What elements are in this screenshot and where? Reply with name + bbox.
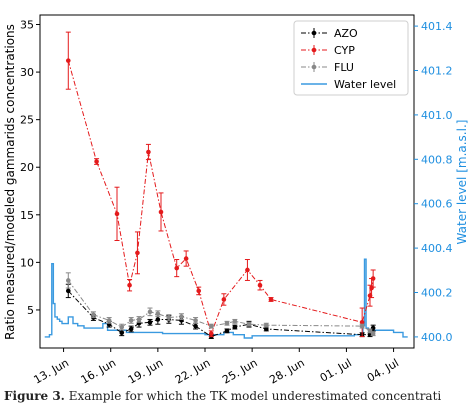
cyp-point (135, 250, 140, 256)
y-tick-label: 10 (20, 256, 34, 269)
flu-point (224, 320, 230, 326)
azo-point (193, 323, 198, 329)
flu-point (155, 311, 161, 317)
y2-tick-label: 400.2 (421, 287, 453, 300)
y2-tick-label: 400.6 (421, 198, 453, 211)
y-tick-label: 5 (27, 304, 34, 317)
legend-azo-label: AZO (334, 27, 358, 40)
flu-point (65, 278, 71, 283)
figure-caption: Figure 3. Example for which the TK model… (4, 389, 470, 410)
cyp-point (257, 282, 263, 288)
y-tick-label: 25 (20, 114, 34, 127)
y2-tick-label: 401.0 (421, 109, 453, 122)
azo-point (65, 288, 71, 294)
y-tick-label: 30 (20, 66, 34, 79)
cyp-point (370, 276, 376, 281)
y2-tick-label: 400.8 (421, 153, 453, 166)
legend-cyp-marker (311, 47, 317, 53)
flu-point (128, 318, 134, 323)
cyp-point (94, 159, 99, 164)
flu-line (67, 280, 374, 335)
legend-flu-label: FLU (334, 61, 354, 74)
x-tick-label: 04. Jul (365, 356, 401, 384)
cyp-point (146, 149, 151, 155)
cyp-point (208, 331, 214, 337)
cyp-point (359, 320, 365, 325)
legend-flu-marker (311, 64, 317, 70)
flu-point (246, 321, 252, 327)
flu-point (147, 309, 153, 315)
cyp-point (65, 58, 71, 63)
y2-tick-label: 401.4 (421, 20, 453, 33)
flu-point (106, 318, 112, 323)
cyp-point (221, 297, 227, 302)
flu-point (179, 314, 184, 319)
legend-azo-marker (311, 30, 317, 36)
y2-axis-label: Water level [m.a.s.l.] (455, 120, 469, 245)
cyp-line (67, 60, 374, 336)
caption-text: Example for which the TK model underesti… (68, 389, 442, 403)
caption-label: Figure 3. (4, 389, 65, 403)
flu-point (91, 312, 96, 318)
y2-tick-label: 400.4 (421, 242, 453, 255)
azo-point (147, 320, 153, 325)
legend-cyp-label: CYP (334, 44, 355, 57)
y-axis: 5 10 15 20 25 30 35 (20, 19, 40, 317)
flu-point (193, 318, 198, 323)
x-tick-label: 01. Jul (318, 356, 354, 384)
azo-point (128, 326, 134, 332)
cyp-point (174, 265, 180, 271)
y2-tick-label: 400.0 (421, 331, 453, 344)
cyp-point (268, 297, 274, 302)
flu-point (208, 323, 214, 329)
azo-point (155, 317, 161, 322)
x-tick-label: 16. Jun (79, 356, 119, 386)
cyp-point (196, 288, 202, 294)
legend: AZO CYP FLU Water level (293, 20, 409, 96)
chart: 400.0 400.2 400.4 400.6 400.8 401.0 401.2 401.4… (3, 14, 469, 387)
x-tick-label: 28. Jun (267, 356, 307, 386)
flu-point (359, 323, 365, 329)
plot-frame (39, 14, 415, 349)
x-axis: 13. Jun 16. Jun 19. Jun 22. Jun 25. Jun 28. J… (32, 348, 401, 387)
cyp-point (114, 211, 120, 217)
flu-point (370, 331, 376, 337)
legend-box (293, 20, 409, 96)
cyp-point (245, 267, 250, 273)
right-axis: 400.0 400.2 400.4 400.6 400.8 401.0 401.2 401.4 (414, 20, 453, 344)
cyp-point (127, 282, 132, 288)
cyp-point (183, 256, 189, 261)
x-tick-label: 13. Jun (32, 356, 72, 386)
azo-point (263, 326, 269, 332)
y2-tick-label: 401.2 (421, 65, 453, 78)
series-layer (44, 31, 408, 339)
flu-point (119, 324, 125, 330)
x-tick-label: 25. Jun (220, 356, 260, 386)
y-axis-label: Ratio measured/modeled gammarids concent… (3, 24, 17, 340)
flu-point (136, 317, 142, 322)
legend-water-level-label: Water level (334, 78, 396, 91)
y-tick-label: 15 (20, 209, 34, 222)
y-tick-label: 20 (20, 161, 34, 174)
azo-point (232, 324, 238, 330)
flu-point (232, 319, 238, 324)
y-tick-label: 35 (20, 19, 34, 32)
x-tick-label: 22. Jun (173, 356, 213, 386)
azo-point (224, 328, 230, 334)
cyp-point (158, 209, 164, 215)
flu-point (166, 315, 172, 320)
azo-point (119, 330, 125, 336)
flu-point (263, 322, 269, 328)
x-tick-label: 19. Jun (126, 356, 166, 386)
